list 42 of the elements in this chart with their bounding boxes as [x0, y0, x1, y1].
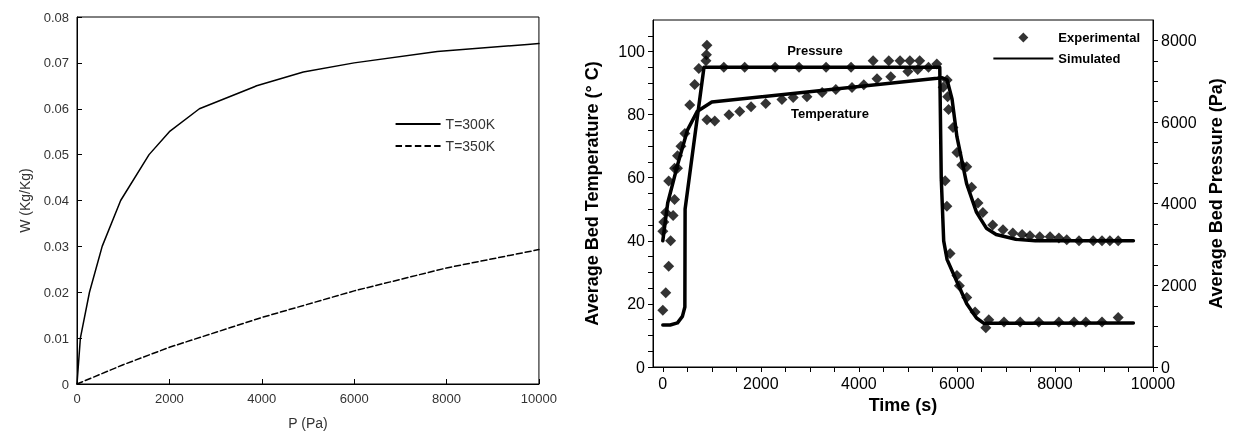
y-tick-label: 0.04 [43, 193, 69, 208]
x-tick-label: 10000 [1130, 374, 1176, 392]
x-tick-label: 4000 [841, 374, 877, 392]
y-tick-label: 80 [627, 106, 646, 124]
y2-axis-title: Average Bed Pressure (Pa) [1206, 78, 1227, 309]
legend-label: Experimental [1058, 30, 1141, 45]
x-axis-title: P (Pa) [288, 415, 328, 431]
y-tick-label: 0.02 [43, 284, 69, 300]
y-tick-label: 0.05 [43, 147, 69, 163]
y-tick-label: 0.08 [43, 9, 69, 25]
x-tick-label: 2000 [743, 374, 779, 392]
y2-tick-label: 0 [1161, 358, 1170, 376]
y-tick-label: 20 [627, 295, 646, 313]
x-tick-label: 0 [73, 391, 81, 406]
x-tick-label: 10000 [520, 391, 557, 406]
y2-tick-label: 2000 [1161, 276, 1197, 294]
x-axis-title: Time (s) [868, 394, 938, 415]
x-tick-label: 6000 [339, 391, 369, 406]
y-tick-label: 0.01 [43, 330, 69, 346]
y-tick-label: 0.03 [43, 238, 69, 254]
y-tick-label: 0 [636, 358, 646, 376]
y-axis-title: Average Bed Temperature (° C) [582, 61, 602, 326]
y-tick-label: 60 [627, 169, 646, 187]
y2-tick-label: 4000 [1161, 195, 1197, 213]
x-tick-label: 4000 [247, 391, 277, 406]
x-tick-label: 2000 [154, 391, 184, 406]
y-tick-label: 40 [627, 232, 646, 250]
y-tick-label: 0.06 [43, 101, 69, 117]
y-axis-title: W (Kg/Kg) [17, 168, 33, 233]
y-tick-label: 0.07 [43, 55, 69, 71]
y-tick-label: 100 [618, 43, 646, 61]
x-tick-label: 8000 [432, 391, 461, 406]
x-tick-label: 0 [658, 374, 668, 392]
y2-tick-label: 6000 [1161, 113, 1197, 131]
annotation: Pressure [787, 42, 843, 58]
x-tick-label: 6000 [939, 374, 975, 392]
annotation: Temperature [791, 105, 869, 121]
y2-tick-label: 8000 [1161, 31, 1197, 49]
legend-label: Simulated [1058, 51, 1121, 66]
legend-label: T=300K [445, 116, 496, 132]
legend-label: T=350K [445, 138, 496, 154]
x-tick-label: 8000 [1037, 374, 1073, 392]
